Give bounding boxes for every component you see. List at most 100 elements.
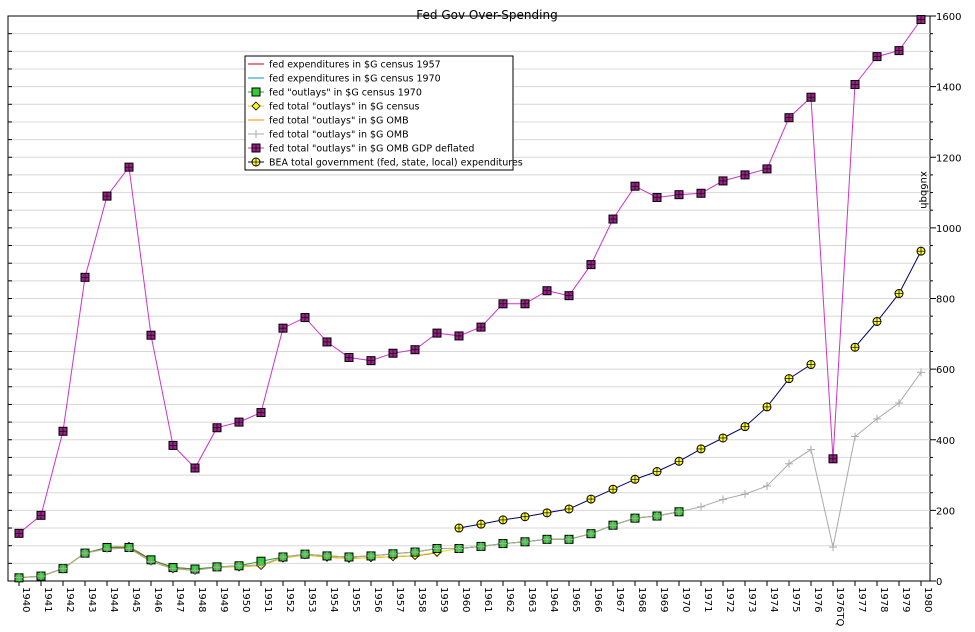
x-tick-label: 1959 [438,587,449,612]
x-tick-label: 1952 [284,587,295,612]
data-point [256,408,266,418]
y-tick-label: 800 [936,295,955,306]
data-point [652,193,662,203]
x-tick-label: 1977 [856,587,867,612]
data-point [103,544,111,553]
data-point [850,80,860,90]
data-point [345,552,353,561]
data-point [190,463,200,473]
data-point [784,374,794,384]
marker-diamond [251,101,261,111]
data-point [520,299,530,309]
x-tick-label: 1949 [218,587,229,612]
data-point [322,337,332,347]
x-tick-label: 1958 [416,587,427,612]
data-point [169,564,177,573]
x-tick-label: 1965 [570,587,581,612]
x-tick-label: 1961 [482,587,493,612]
legend-entry: fed expenditures in $G census 1957 [248,60,441,71]
data-point [257,561,265,570]
data-point [763,482,771,491]
data-point [252,130,260,138]
x-tick-label: 1969 [658,587,669,612]
data-point [147,557,155,566]
data-point [455,544,463,553]
data-point [894,46,904,56]
data-point [36,510,46,520]
right-axis-label: xu6bqh [918,171,929,209]
x-tick-label: 1960 [460,587,471,612]
data-point [37,572,45,581]
data-point [829,543,837,552]
data-point [323,551,331,560]
data-point [762,164,772,174]
data-point [631,514,639,523]
x-tick-label: 1980 [922,587,933,612]
x-tick-label: 1966 [592,587,603,612]
y-tick-label: 600 [936,365,955,376]
legend-entry: fed total "outlays" in $G OMB [248,130,409,141]
y-tick-label: 1600 [936,12,961,23]
marker-square [251,87,261,97]
legend: fed expenditures in $G census 1957 fed ex… [244,55,523,171]
data-point [850,342,860,352]
data-point [389,549,397,558]
data-point [279,552,287,561]
x-tick-label: 1972 [724,587,735,612]
data-point [894,289,904,299]
data-point [124,162,134,172]
legend-entry: fed total "outlays" in $G OMB [248,116,409,127]
data-point [344,352,354,362]
x-tick-label: 1968 [636,587,647,612]
x-tick-label: 1974 [768,587,779,612]
data-point [674,190,684,200]
data-point [630,474,640,484]
data-point [476,519,486,529]
data-point [168,440,178,450]
x-tick-label: 1962 [504,587,515,612]
x-tick-label: 1948 [196,587,207,612]
data-point [872,316,882,326]
x-tick-label: 1978 [878,587,889,612]
chart-title: Fed Gov Over-Spending [416,8,557,22]
data-point [366,356,376,366]
x-tick-label: 1976TQ [834,587,845,627]
data-point [697,502,705,511]
x-tick-label: 1963 [526,587,537,612]
data-point [784,113,794,123]
data-point [587,529,595,538]
x-tick-label: 1975 [790,587,801,612]
x-tick-label: 1973 [746,587,757,612]
y-tick-label: 0 [936,577,942,588]
data-point [917,368,925,377]
x-tick-label: 1940 [20,587,31,612]
x-tick-label: 1945 [130,587,141,612]
x-tick-label: 1943 [86,587,97,612]
series-line [18,19,922,534]
data-point [674,456,684,466]
data-point [521,537,529,546]
legend-label: fed expenditures in $G census 1957 [269,60,441,71]
data-point [564,291,574,301]
data-point [873,414,881,423]
data-point [741,490,749,499]
y-tick-label: 1000 [936,224,961,235]
data-point [499,539,507,548]
x-tick-label: 1955 [350,587,361,612]
x-tick-label: 1957 [394,587,405,612]
data-point [388,348,398,358]
data-point [102,191,112,201]
y-tick-label: 1400 [936,83,961,94]
data-point [916,246,926,256]
data-point [498,515,508,525]
data-point [411,548,419,557]
y-tick-label: 400 [936,436,955,447]
data-point [477,542,485,551]
data-point [454,523,464,533]
legend-entry: fed expenditures in $G census 1970 [248,74,441,85]
data-point [718,433,728,443]
x-tick-label: 1942 [64,587,75,612]
data-point [564,504,574,514]
